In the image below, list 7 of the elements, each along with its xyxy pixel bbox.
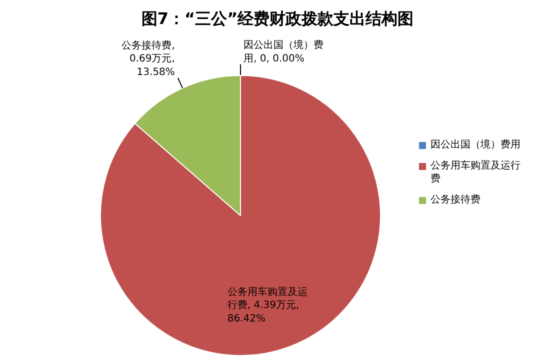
legend-label: 公务接待费 — [430, 194, 480, 206]
chart-title: 图7：“三公”经费财政拨款支出结构图 — [141, 9, 414, 28]
text: 因公出国（境）费用, 0, 0.00% — [244, 40, 324, 64]
legend-label: 公务用车购置及运行费 — [430, 160, 520, 185]
legend-label: 因公出国（境）费用 — [430, 138, 520, 150]
data-label: 公务接待费, 0.69万元, 13.58% — [122, 39, 175, 78]
data-label: 公务用车购置及运行费, 4.39万元, 86.42% — [227, 286, 308, 324]
